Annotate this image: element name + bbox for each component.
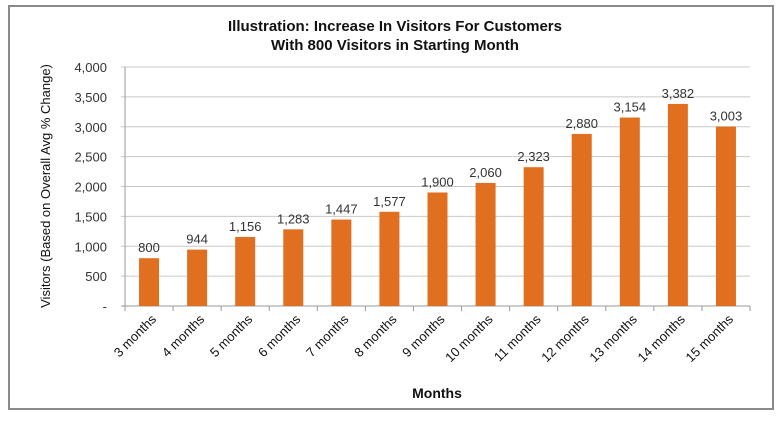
chart-frame (8, 5, 774, 410)
data-label: 1,900 (421, 174, 454, 189)
y-tick-label: 500 (85, 269, 107, 284)
x-tick-label: 8 months (351, 311, 400, 360)
bar (139, 258, 160, 306)
data-label: 2,880 (565, 116, 598, 131)
y-tick-label: 3,500 (74, 90, 107, 105)
y-tick-label: - (103, 299, 107, 314)
bar (715, 126, 736, 307)
bar (187, 249, 208, 306)
data-label: 1,283 (277, 211, 310, 226)
x-tick-label: 14 months (634, 311, 688, 365)
bar (331, 219, 352, 306)
data-label: 3,003 (710, 109, 743, 124)
data-label: 1,577 (373, 194, 406, 209)
bar (667, 103, 688, 306)
y-tick-label: 1,500 (74, 209, 107, 224)
bar (235, 236, 256, 306)
bar (379, 211, 400, 306)
y-axis-title: Visitors (Based on Overall Avg % Change) (38, 64, 53, 308)
data-label: 1,447 (325, 202, 358, 217)
x-tick-label: 9 months (399, 311, 448, 360)
bar (475, 182, 496, 306)
x-tick-label: 11 months (491, 311, 544, 364)
data-label: 944 (186, 232, 208, 247)
chart-title-line-1: Illustration: Increase In Visitors For C… (228, 18, 562, 35)
data-label: 2,060 (469, 165, 502, 180)
x-tick-label: 13 months (586, 311, 640, 365)
y-tick-label: 2,500 (74, 150, 107, 165)
x-tick-label: 4 months (159, 311, 208, 360)
data-label: 800 (138, 240, 160, 255)
y-tick-label: 3,000 (74, 120, 107, 135)
data-label: 3,382 (662, 86, 695, 101)
x-tick-label: 5 months (207, 311, 256, 360)
chart-title-line-2: With 800 Visitors in Starting Month (271, 37, 519, 54)
x-tick-label: 12 months (538, 311, 592, 365)
x-tick-label: 7 months (303, 311, 352, 360)
x-tick-label: 3 months (111, 311, 160, 360)
bar (523, 167, 544, 306)
data-label: 2,323 (517, 149, 550, 164)
x-tick-label: 6 months (255, 311, 304, 360)
bar (571, 133, 592, 306)
x-tick-label: 15 months (683, 311, 737, 365)
x-tick-label: 10 months (442, 311, 496, 365)
y-tick-label: 1,000 (74, 239, 107, 254)
bar (283, 229, 304, 306)
bar (427, 192, 448, 306)
bar (619, 117, 640, 307)
y-tick-label: 4,000 (74, 60, 107, 75)
data-label: 1,156 (229, 219, 262, 234)
data-label: 3,154 (614, 100, 647, 115)
y-tick-label: 2,000 (74, 180, 107, 195)
x-axis-title: Months (412, 385, 462, 401)
